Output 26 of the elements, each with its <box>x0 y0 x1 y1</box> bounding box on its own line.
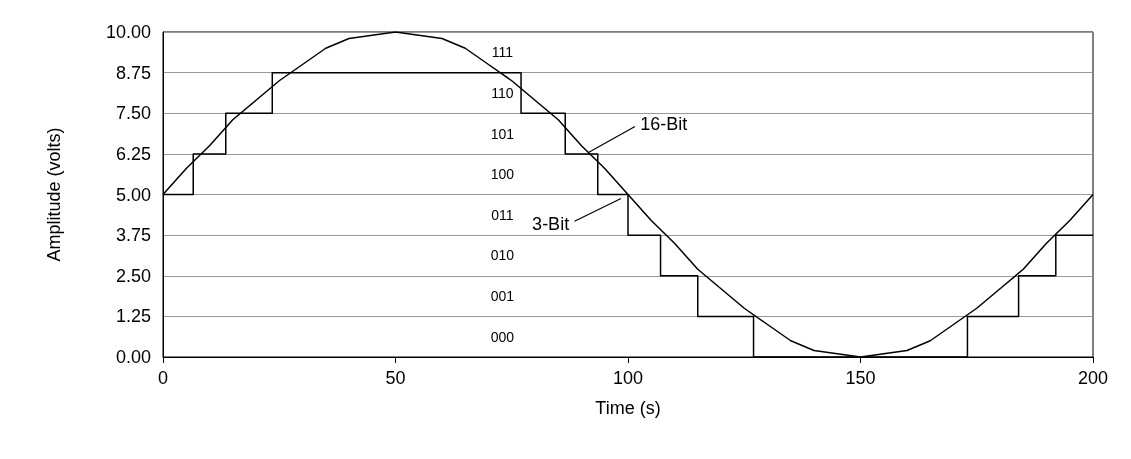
annotation: 011 <box>491 206 514 223</box>
y-tick-label: 10.00 <box>105 22 151 42</box>
annotation: 010 <box>490 247 515 264</box>
x-tick-label: 50 <box>385 368 406 388</box>
annotation: 001 <box>490 288 515 305</box>
y-tick-label: 6.25 <box>115 143 151 164</box>
x-tick-label: 0 <box>157 368 169 388</box>
annotation: 100 <box>490 166 515 183</box>
series-label: 3-Bit <box>532 213 570 234</box>
x-axis-title: Time (s) <box>595 398 661 418</box>
y-tick-label: 0.00 <box>115 347 151 367</box>
annotation: 101 <box>490 125 515 142</box>
x-tick-label: 200 <box>1077 368 1109 388</box>
annotation: 110 <box>491 84 514 101</box>
x-tick-label: 100 <box>612 368 644 388</box>
y-tick-label: 8.75 <box>115 62 151 83</box>
y-tick-label: 7.50 <box>115 103 151 124</box>
y-tick-label: 2.50 <box>115 265 151 286</box>
x-tick-label: 150 <box>845 368 876 388</box>
text: 16-Bit <box>640 113 688 134</box>
y-tick-label: 5.00 <box>115 184 151 205</box>
y-axis-title: Amplitude (volts) <box>44 127 64 262</box>
annotation: 000 <box>490 328 515 345</box>
y-tick-label: 1.25 <box>115 306 151 327</box>
y-tick-label: 3.75 <box>115 225 151 246</box>
annotation: 111 <box>491 44 514 61</box>
